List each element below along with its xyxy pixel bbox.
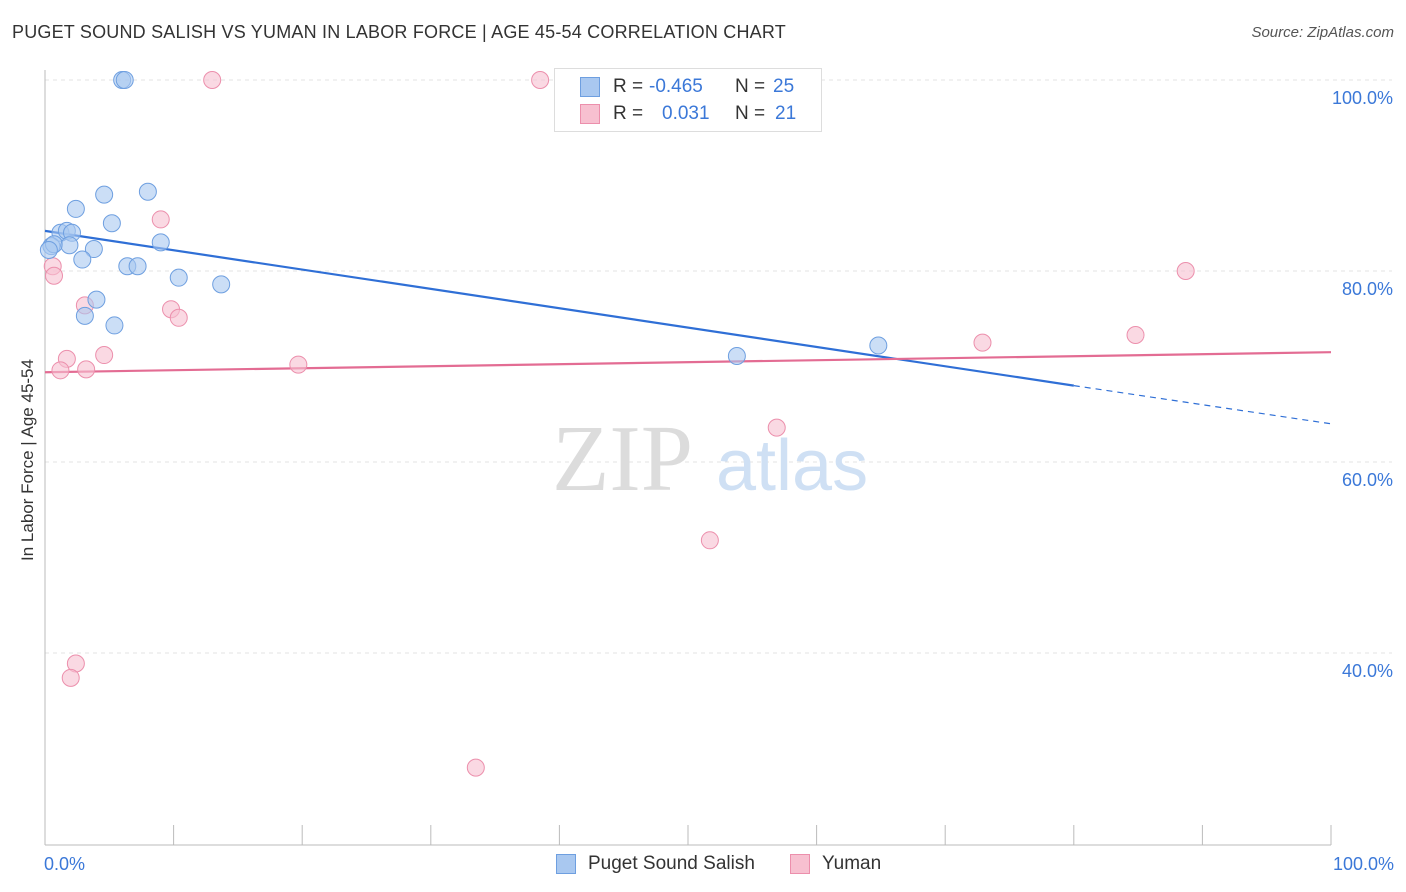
point-puget-sound-salish xyxy=(105,316,124,335)
legend-r-value: 0.031 xyxy=(662,103,710,124)
watermark-zip: ZIP xyxy=(552,407,693,511)
trend-lines xyxy=(44,229,1332,425)
point-puget-sound-salish xyxy=(66,199,85,218)
legend-n-label: N = xyxy=(735,103,766,124)
point-yuman xyxy=(700,531,719,550)
point-puget-sound-salish xyxy=(87,290,106,309)
legend-n-label: N = xyxy=(735,76,766,97)
legend-swatch-pink xyxy=(580,104,600,124)
point-puget-sound-salish xyxy=(869,336,888,355)
point-puget-sound-salish xyxy=(73,250,92,269)
y-tick-label: 60.0% xyxy=(1342,470,1393,490)
bottom-legend-yuman: Yuman xyxy=(790,852,881,876)
legend-n-value: 21 xyxy=(775,103,797,124)
point-yuman xyxy=(95,346,114,365)
watermark: ZIP atlas xyxy=(552,407,868,511)
point-yuman xyxy=(169,308,188,327)
point-puget-sound-salish xyxy=(102,214,121,233)
point-puget-sound-salish xyxy=(84,240,103,259)
point-yuman xyxy=(77,360,96,379)
point-puget-sound-salish xyxy=(151,233,170,252)
point-yuman xyxy=(531,71,550,89)
point-yuman xyxy=(203,71,222,89)
source-credit: Source: ZipAtlas.com xyxy=(1251,24,1394,41)
point-yuman xyxy=(973,333,992,352)
point-yuman xyxy=(466,758,485,777)
y-axis-label: In Labor Force | Age 45-54 xyxy=(18,359,37,561)
point-puget-sound-salish xyxy=(727,346,746,365)
point-puget-sound-salish xyxy=(95,185,114,204)
trend-line-puget-sound-salish-extension xyxy=(1073,385,1332,425)
y-tick-label: 80.0% xyxy=(1342,279,1393,299)
point-puget-sound-salish xyxy=(115,71,134,89)
y-tick-label: 40.0% xyxy=(1342,661,1393,681)
point-yuman xyxy=(289,355,308,374)
point-puget-sound-salish xyxy=(138,182,157,201)
bottom-legend-puget-sound-salish: Puget Sound Salish xyxy=(556,852,755,876)
point-puget-sound-salish xyxy=(169,268,188,287)
point-yuman xyxy=(45,266,64,285)
x-tick-label-min: 0.0% xyxy=(44,854,85,874)
bottom-legend-label: Puget Sound Salish xyxy=(588,853,755,874)
point-puget-sound-salish xyxy=(75,306,94,325)
point-yuman xyxy=(1176,262,1195,280)
point-puget-sound-salish xyxy=(128,257,147,276)
data-points xyxy=(39,71,1195,777)
point-puget-sound-salish xyxy=(212,275,231,294)
point-yuman xyxy=(61,668,80,687)
bottom-legend-swatch-pink xyxy=(790,854,810,874)
point-yuman xyxy=(51,361,70,380)
legend-r-value: -0.465 xyxy=(649,76,703,97)
bottom-legend-label: Yuman xyxy=(822,853,882,874)
legend-r-label: R = xyxy=(613,103,644,124)
legend-swatch-blue xyxy=(580,77,600,97)
point-yuman xyxy=(151,210,170,229)
y-tick-labels: 40.0% 60.0% 80.0% 100.0% xyxy=(1332,88,1393,681)
y-tick-label: 100.0% xyxy=(1332,88,1393,108)
bottom-legend-swatch-blue xyxy=(556,854,576,874)
trend-line-yuman xyxy=(44,351,1332,374)
legend-n-value: 25 xyxy=(773,76,795,97)
trend-line-puget-sound-salish xyxy=(44,229,1074,387)
correlation-legend: R = -0.465 N = 25 R = 0.031 N = 21 xyxy=(554,68,822,132)
point-puget-sound-salish xyxy=(39,240,58,259)
point-puget-sound-salish xyxy=(60,236,79,255)
point-yuman xyxy=(767,418,786,437)
watermark-atlas: atlas xyxy=(716,426,868,506)
chart-title: PUGET SOUND SALISH VS YUMAN IN LABOR FOR… xyxy=(12,22,786,42)
point-yuman xyxy=(1126,325,1145,344)
x-tick-label-max: 100.0% xyxy=(1333,854,1394,874)
grid-lines xyxy=(45,79,1392,654)
legend-r-label: R = xyxy=(613,76,644,97)
x-ticks xyxy=(173,825,1332,845)
